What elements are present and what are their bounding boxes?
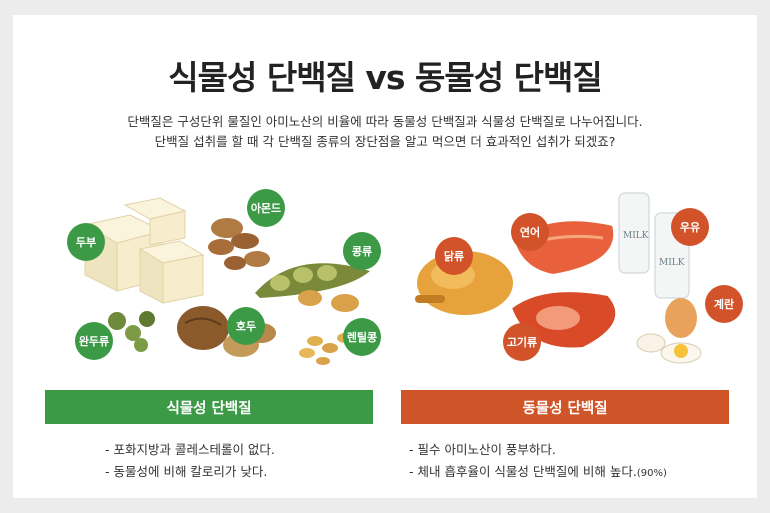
infographic-card: 식물성 단백질 vs 동물성 단백질 단백질은 구성단위 물질인 아미노산의 비… — [13, 15, 757, 498]
tofu-image — [83, 197, 205, 304]
plant-food-illustration: 두부 아몬드 콩류 완두류 호두 렌틸콩 — [45, 183, 385, 378]
eggs-image — [636, 298, 702, 364]
milk-label: 우유 — [671, 208, 709, 246]
plant-food-drawing — [83, 197, 370, 365]
tofu-label: 두부 — [67, 223, 105, 261]
animal-point-1: - 필수 아미노산이 풍부하다. — [409, 442, 556, 457]
animal-point-2-suffix: (90%) — [636, 468, 667, 479]
egg-label: 계란 — [705, 285, 743, 323]
animal-point-2-text: - 체내 흡후율이 식물성 단백질에 비해 높다. — [409, 464, 637, 479]
subtitle-line-2: 단백질 섭취를 할 때 각 단백질 종류의 장단점을 알고 먹으면 더 효과적인… — [154, 134, 616, 149]
subtitle: 단백질은 구성단위 물질인 아미노산의 비율에 따라 동물성 단백질과 식물성 … — [13, 112, 757, 152]
page-title: 식물성 단백질 vs 동물성 단백질 — [168, 58, 602, 97]
animal-protein-header: 동물성 단백질 — [401, 390, 729, 424]
walnuts-image — [177, 306, 276, 357]
milk-bottles-image: MILK MILK — [618, 192, 690, 299]
meat-label: 고기류 — [503, 323, 541, 361]
animal-protein-points: - 필수 아미노산이 풍부하다. - 체내 흡후율이 식물성 단백질에 비해 높… — [409, 439, 667, 485]
peas-label: 완두류 — [75, 322, 113, 360]
soybean-pod-image — [255, 263, 370, 312]
subtitle-line-1: 단백질은 구성단위 물질인 아미노산의 비율에 따라 동물성 단백질과 식물성 … — [127, 114, 643, 129]
peas-image — [108, 311, 155, 352]
plant-point-2: - 동물성에 비해 칼로리가 낮다. — [105, 464, 268, 479]
animal-point-2: - 체내 흡후율이 식물성 단백질에 비해 높다.(90%) — [409, 461, 667, 485]
almonds-image — [208, 218, 270, 270]
plant-protein-points: - 포화지방과 콜레스테롤이 없다. - 동물성에 비해 칼로리가 낮다. — [105, 439, 275, 483]
walnut-label: 호두 — [227, 307, 265, 345]
almond-label: 아몬드 — [247, 189, 285, 227]
plant-protein-header: 식물성 단백질 — [45, 390, 373, 424]
salmon-label: 연어 — [511, 213, 549, 251]
milk-bottle-label-2: MILK — [659, 258, 685, 268]
lentils-label: 렌틸콩 — [343, 318, 381, 356]
plant-point-1: - 포화지방과 콜레스테롤이 없다. — [105, 442, 275, 457]
animal-food-illustration: MILK MILK 연어 우유 닭류 계란 고기류 — [403, 183, 743, 378]
chicken-label: 닭류 — [435, 237, 473, 275]
milk-bottle-label-1: MILK — [623, 231, 649, 241]
beans-label: 콩류 — [343, 232, 381, 270]
